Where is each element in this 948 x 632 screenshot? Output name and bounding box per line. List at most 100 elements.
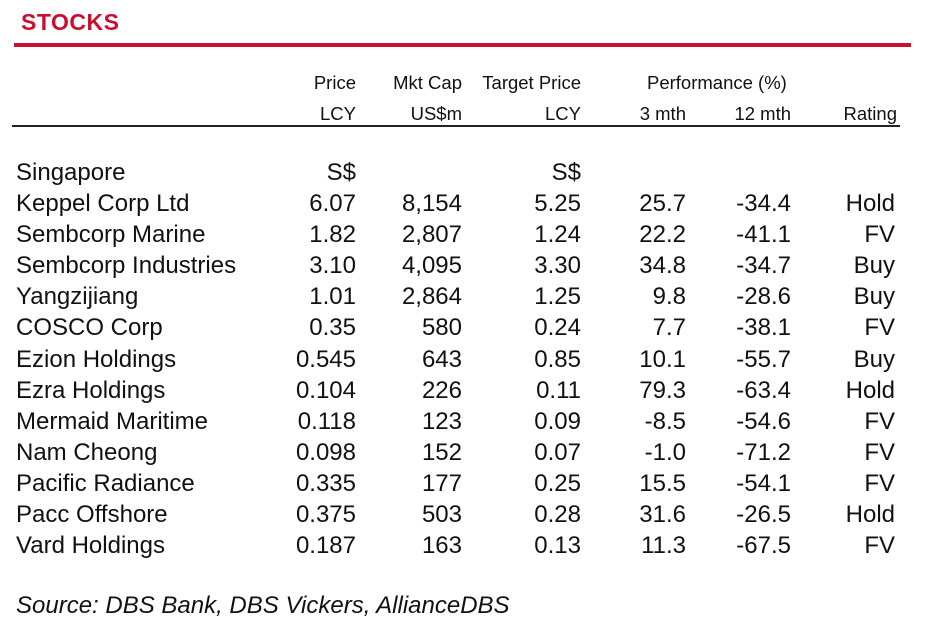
stock-perf-3mth: -8.5 [644, 407, 686, 435]
stock-price: 3.10 [309, 252, 356, 280]
stock-name: Nam Cheong [16, 438, 158, 466]
stock-perf-12mth: -55.7 [736, 345, 791, 373]
stock-name: Pacific Radiance [16, 469, 195, 497]
stock-price: 1.01 [309, 283, 356, 311]
stock-target-price: 5.25 [534, 190, 581, 217]
stock-perf-12mth: -54.1 [736, 469, 791, 497]
stock-rating: Buy [853, 345, 895, 373]
stock-mkt-cap: 2,864 [401, 283, 462, 311]
stock-name: Pacc Offshore [16, 501, 168, 528]
table-row: Pacific Radiance 0.335 177 0.25 15.5 -54.1 FV [0, 468, 948, 499]
stock-perf-12mth: -67.5 [736, 532, 791, 560]
stock-price: 0.187 [295, 532, 356, 560]
header-price-unit: LCY [320, 103, 356, 124]
section-name: Singapore [16, 159, 126, 186]
stock-perf-3mth: -1.0 [644, 438, 686, 466]
stock-mkt-cap: 580 [421, 314, 462, 342]
table-row: COSCO Corp 0.35 580 0.24 7.7 -38.1 FV [0, 312, 948, 343]
stock-perf-3mth: 11.3 [641, 532, 686, 560]
stock-perf-3mth: 79.3 [639, 376, 686, 404]
stock-price: 0.335 [295, 469, 356, 497]
stock-price: 0.118 [297, 407, 356, 435]
header-rating: Rating [843, 103, 897, 124]
table-row: Keppel Corp Ltd 6.07 8,154 5.25 25.7 -34.4 Hol… [0, 188, 948, 219]
section-price-currency: S$ [326, 159, 356, 186]
stock-perf-3mth: 10.1 [639, 345, 686, 373]
stock-mkt-cap: 152 [421, 438, 462, 466]
stock-perf-3mth: 31.6 [639, 501, 686, 528]
stock-target-price: 0.28 [534, 501, 581, 528]
stock-mkt-cap: 2,807 [401, 221, 462, 249]
stock-name: Vard Holdings [16, 532, 165, 560]
header-target-price-unit: LCY [545, 103, 581, 124]
header-target-price: Target Price [482, 72, 581, 93]
stock-target-price: 0.11 [536, 376, 581, 404]
stock-target-price: 0.25 [534, 469, 581, 497]
title-divider [14, 43, 911, 47]
table-row: Sembcorp Industries 3.10 4,095 3.30 34.8 -34.… [0, 250, 948, 281]
stock-rating: FV [864, 438, 895, 466]
stock-perf-12mth: -34.7 [736, 252, 791, 280]
stock-target-price: 0.07 [534, 438, 581, 466]
stock-name: Sembcorp Industries [16, 252, 237, 280]
stock-perf-12mth: -54.6 [736, 407, 791, 435]
stock-price: 6.07 [309, 190, 356, 217]
stock-mkt-cap: 8,154 [401, 190, 462, 217]
stock-perf-3mth: 9.8 [652, 283, 686, 311]
stock-rating: Hold [845, 501, 895, 528]
stock-rating: FV [864, 469, 895, 497]
table-row: Vard Holdings 0.187 163 0.13 11.3 -67.5 FV [0, 530, 948, 561]
stock-perf-12mth: -28.6 [736, 283, 791, 311]
header-12mth: 12 mth [734, 103, 791, 124]
stock-rating: Hold [845, 376, 895, 404]
stock-name: Keppel Corp Ltd [16, 190, 190, 217]
stock-name: Mermaid Maritime [16, 407, 209, 435]
stock-name: Yangzijiang [16, 283, 139, 311]
stock-mkt-cap: 226 [421, 376, 462, 404]
stock-rating: FV [864, 532, 895, 560]
stock-perf-3mth: 25.7 [639, 190, 686, 217]
table-row: Yangzijiang 1.01 2,864 1.25 9.8 -28.6 Buy [0, 281, 948, 312]
stock-perf-3mth: 34.8 [639, 252, 686, 280]
stock-target-price: 0.09 [534, 407, 581, 435]
header-3mth: 3 mth [639, 103, 686, 124]
stock-mkt-cap: 503 [421, 501, 462, 528]
table-row: Ezion Holdings 0.545 643 0.85 10.1 -55.7 Buy [0, 344, 948, 375]
stock-mkt-cap: 123 [421, 407, 462, 435]
table-row: Nam Cheong 0.098 152 0.07 -1.0 -71.2 FV [0, 437, 948, 468]
section-row-singapore: Singapore S$ S$ [0, 157, 948, 188]
stock-target-price: 0.24 [534, 314, 581, 342]
stock-name: Ezra Holdings [16, 376, 166, 404]
stock-perf-3mth: 22.2 [639, 221, 686, 249]
stock-price: 0.545 [295, 345, 356, 373]
stock-rating: FV [864, 221, 895, 249]
table-row: Mermaid Maritime 0.118 123 0.09 -8.5 -54.6 FV [0, 406, 948, 437]
stock-target-price: 0.85 [534, 345, 581, 373]
stock-rating: FV [864, 407, 895, 435]
stock-price: 1.82 [309, 221, 356, 249]
stock-perf-12mth: -26.5 [736, 501, 791, 528]
header-performance: Performance (%) [647, 72, 787, 93]
stock-target-price: 0.13 [534, 532, 581, 560]
header-price: Price [313, 72, 356, 93]
header-mkt-cap-unit: US$m [410, 103, 462, 124]
table-row: Pacc Offshore 0.375 503 0.28 31.6 -26.5 Hold [0, 499, 948, 530]
panel-title: STOCKS [21, 9, 120, 35]
stock-perf-12mth: -71.2 [736, 438, 791, 466]
stock-rating: Hold [845, 190, 895, 217]
stock-name: Sembcorp Marine [16, 221, 206, 249]
stock-mkt-cap: 4,095 [401, 252, 462, 280]
stock-mkt-cap: 163 [421, 532, 462, 560]
stock-perf-3mth: 15.5 [639, 469, 686, 497]
stock-rating: Buy [853, 283, 895, 311]
stock-price: 0.098 [295, 438, 356, 466]
header-mkt-cap: Mkt Cap [393, 72, 462, 93]
stock-mkt-cap: 643 [421, 345, 462, 373]
stock-target-price: 1.24 [534, 221, 581, 249]
stock-perf-3mth: 7.7 [652, 314, 686, 342]
stock-price: 0.35 [309, 314, 356, 342]
stock-name: Ezion Holdings [16, 345, 177, 373]
stock-mkt-cap: 177 [421, 469, 462, 497]
stock-price: 0.104 [295, 376, 356, 404]
stock-perf-12mth: -63.4 [736, 376, 791, 404]
